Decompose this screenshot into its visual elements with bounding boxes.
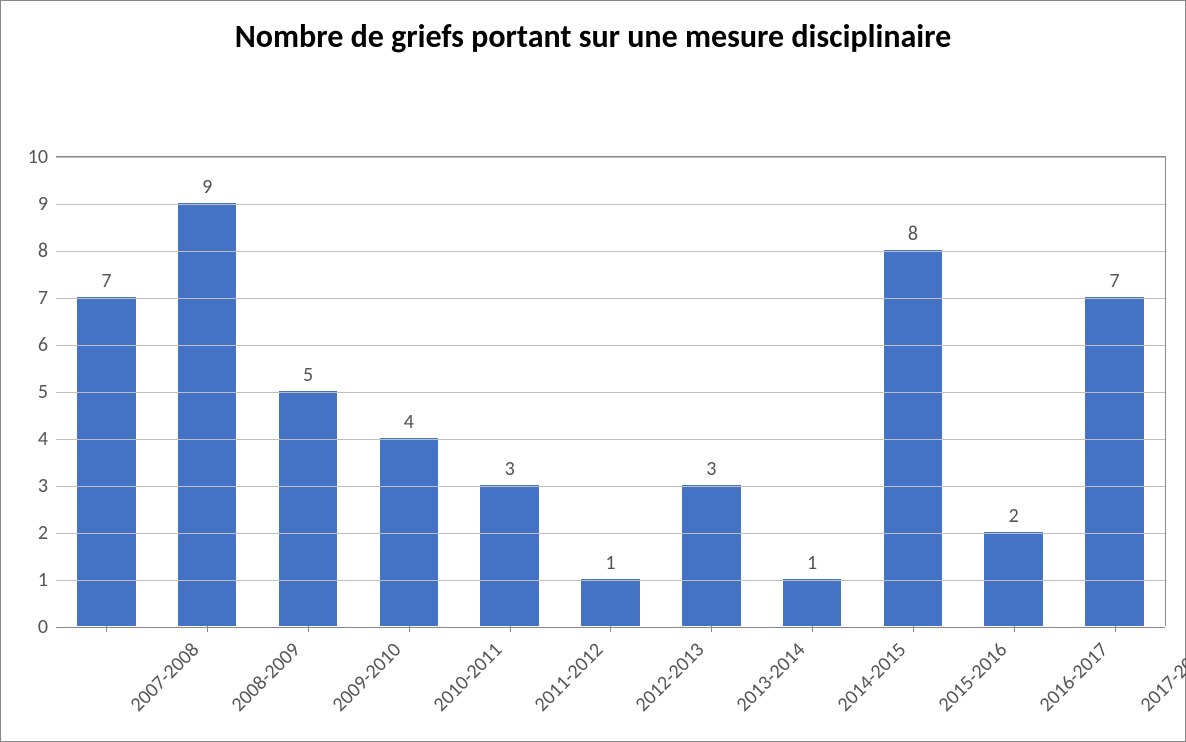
chart-title: Nombre de griefs portant sur une mesure … xyxy=(1,1,1185,56)
x-label-slot: 2017-2018 xyxy=(1065,632,1166,732)
bar: 1 xyxy=(783,579,841,626)
bar-value-label: 5 xyxy=(303,363,313,391)
x-label-slot: 2010-2011 xyxy=(359,632,460,732)
y-tick-label: 7 xyxy=(38,286,56,310)
bar-value-label: 4 xyxy=(404,410,414,438)
grid-line xyxy=(56,345,1165,346)
bar-value-label: 1 xyxy=(605,551,615,579)
y-tick-label: 3 xyxy=(38,474,56,498)
bar-value-label: 2 xyxy=(1009,504,1019,532)
bar-value-label: 7 xyxy=(101,269,111,297)
bar-value-label: 7 xyxy=(1109,269,1119,297)
grid-line xyxy=(56,392,1165,393)
bar: 7 xyxy=(1085,297,1143,626)
plot-area: 79543131827 012345678910 xyxy=(56,156,1166,626)
grid-line xyxy=(56,157,1165,158)
x-label-slot: 2016-2017 xyxy=(964,632,1065,732)
x-label-slot: 2011-2012 xyxy=(460,632,561,732)
y-tick-label: 0 xyxy=(38,615,56,639)
y-tick-label: 8 xyxy=(38,239,56,263)
x-label-slot: 2007-2008 xyxy=(56,632,157,732)
y-axis-line xyxy=(56,157,57,626)
bar-value-label: 8 xyxy=(908,222,918,250)
bar: 3 xyxy=(480,485,538,626)
x-label-slot: 2015-2016 xyxy=(863,632,964,732)
x-label-slot: 2009-2010 xyxy=(258,632,359,732)
grid-line xyxy=(56,298,1165,299)
bar-value-label: 1 xyxy=(807,551,817,579)
y-tick-label: 4 xyxy=(38,427,56,451)
y-tick-label: 5 xyxy=(38,380,56,404)
bar: 3 xyxy=(682,485,740,626)
grid-line xyxy=(56,251,1165,252)
grid-line xyxy=(56,533,1165,534)
x-label-slot: 2013-2014 xyxy=(661,632,762,732)
grid-line xyxy=(56,627,1165,628)
bar: 8 xyxy=(884,250,942,626)
x-label-slot: 2008-2009 xyxy=(157,632,258,732)
x-tick-label: 2017-2018 xyxy=(1135,638,1186,717)
grid-line xyxy=(56,486,1165,487)
x-label-slot: 2012-2013 xyxy=(561,632,662,732)
bar: 9 xyxy=(178,203,236,626)
y-tick-label: 1 xyxy=(38,568,56,592)
bar: 2 xyxy=(984,532,1042,626)
y-tick-label: 10 xyxy=(28,145,56,169)
bar-value-label: 9 xyxy=(202,175,212,203)
x-axis-labels: 2007-20082008-20092009-20102010-20112011… xyxy=(56,632,1166,732)
y-tick-label: 9 xyxy=(38,192,56,216)
grid-line xyxy=(56,580,1165,581)
bar: 1 xyxy=(581,579,639,626)
x-label-slot: 2014-2015 xyxy=(762,632,863,732)
y-tick-label: 6 xyxy=(38,333,56,357)
grid-line xyxy=(56,439,1165,440)
bar: 7 xyxy=(77,297,135,626)
y-tick-label: 2 xyxy=(38,521,56,545)
chart-container: Nombre de griefs portant sur une mesure … xyxy=(0,0,1186,742)
bar: 4 xyxy=(380,438,438,626)
bar: 5 xyxy=(279,391,337,626)
bar-value-label: 3 xyxy=(505,457,515,485)
grid-line xyxy=(56,204,1165,205)
bar-value-label: 3 xyxy=(706,457,716,485)
